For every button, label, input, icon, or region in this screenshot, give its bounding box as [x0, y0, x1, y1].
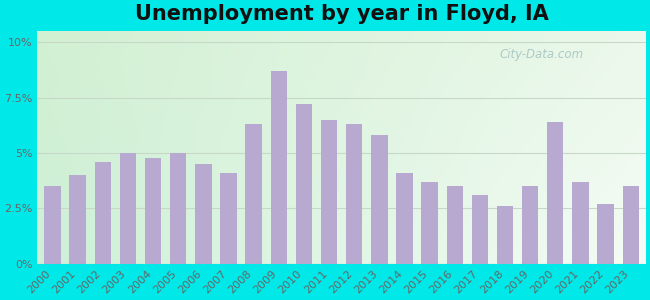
Bar [145, 158, 161, 264]
Bar [522, 186, 538, 264]
Bar [547, 122, 564, 264]
Bar [321, 120, 337, 264]
Bar [572, 182, 589, 264]
Bar [396, 173, 413, 264]
Bar [371, 135, 387, 264]
Bar [623, 186, 639, 264]
Bar [346, 124, 362, 264]
Bar [497, 206, 514, 264]
Text: City-Data.com: City-Data.com [500, 48, 584, 61]
Bar [70, 175, 86, 264]
Bar [270, 71, 287, 264]
Bar [296, 104, 312, 264]
Title: Unemployment by year in Floyd, IA: Unemployment by year in Floyd, IA [135, 4, 549, 24]
Bar [120, 153, 136, 264]
Bar [421, 182, 438, 264]
Bar [95, 162, 111, 264]
Bar [170, 153, 187, 264]
Bar [44, 186, 60, 264]
Bar [472, 195, 488, 264]
Bar [246, 124, 262, 264]
Bar [220, 173, 237, 264]
Bar [597, 204, 614, 264]
Bar [195, 164, 211, 264]
Bar [447, 186, 463, 264]
